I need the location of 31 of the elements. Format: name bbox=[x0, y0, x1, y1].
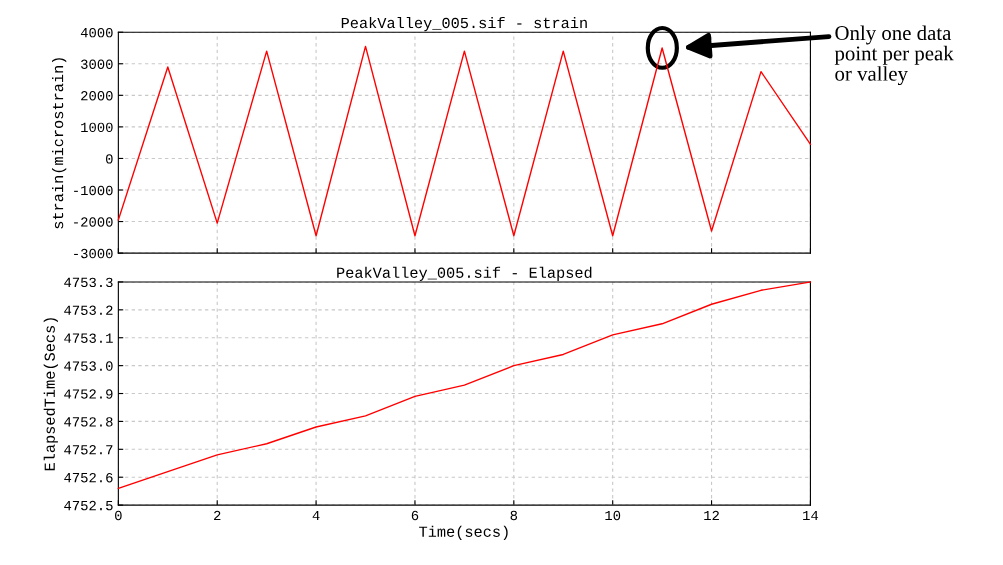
y-tick-label: 4752.6 bbox=[64, 472, 113, 483]
y-tick-label: 2000 bbox=[81, 91, 113, 101]
x-tick-label: 0 bbox=[115, 510, 122, 521]
x-tick-label: 6 bbox=[411, 510, 419, 521]
y-tick-label: 4753.1 bbox=[64, 333, 113, 343]
y-tick-label: 0 bbox=[106, 154, 113, 164]
y-tick-label: -1000 bbox=[74, 185, 113, 196]
y-tick-label: 4753.2 bbox=[64, 305, 113, 315]
y-tick-label: 4752.8 bbox=[64, 417, 113, 427]
y-axis-title: strain(microstrain) bbox=[52, 58, 67, 229]
y-tick-label: 4753.0 bbox=[64, 361, 113, 371]
x-tick-label: 10 bbox=[605, 510, 621, 521]
chart-title: PeakValley_005.sif - strain bbox=[341, 16, 587, 32]
x-tick-label: 12 bbox=[704, 510, 719, 521]
x-tick-label: 4 bbox=[312, 510, 320, 521]
y-tick-label: 4752.7 bbox=[64, 445, 113, 455]
x-tick-label: 2 bbox=[214, 510, 221, 521]
y-tick-label: -3000 bbox=[74, 248, 113, 259]
x-tick-label: 8 bbox=[510, 510, 518, 521]
y-tick-label: 4000 bbox=[80, 27, 113, 38]
x-tick-label: 14 bbox=[803, 510, 819, 521]
x-axis-title: Time(secs) bbox=[419, 525, 508, 540]
y-tick-label: -2000 bbox=[74, 217, 113, 227]
y-tick-label: 4752.5 bbox=[64, 500, 113, 511]
y-tick-label: 4753.3 bbox=[64, 277, 113, 288]
y-tick-label: 3000 bbox=[81, 59, 113, 69]
chart-title: PeakValley_005.sif - Elapsed bbox=[337, 266, 592, 281]
text: Only one data point per peak or valley bbox=[834, 25, 954, 86]
y-tick-label: 1000 bbox=[81, 122, 113, 133]
y-tick-label: 4752.9 bbox=[64, 389, 113, 399]
y-axis-title: ElapsedTime(Secs) bbox=[43, 318, 58, 471]
